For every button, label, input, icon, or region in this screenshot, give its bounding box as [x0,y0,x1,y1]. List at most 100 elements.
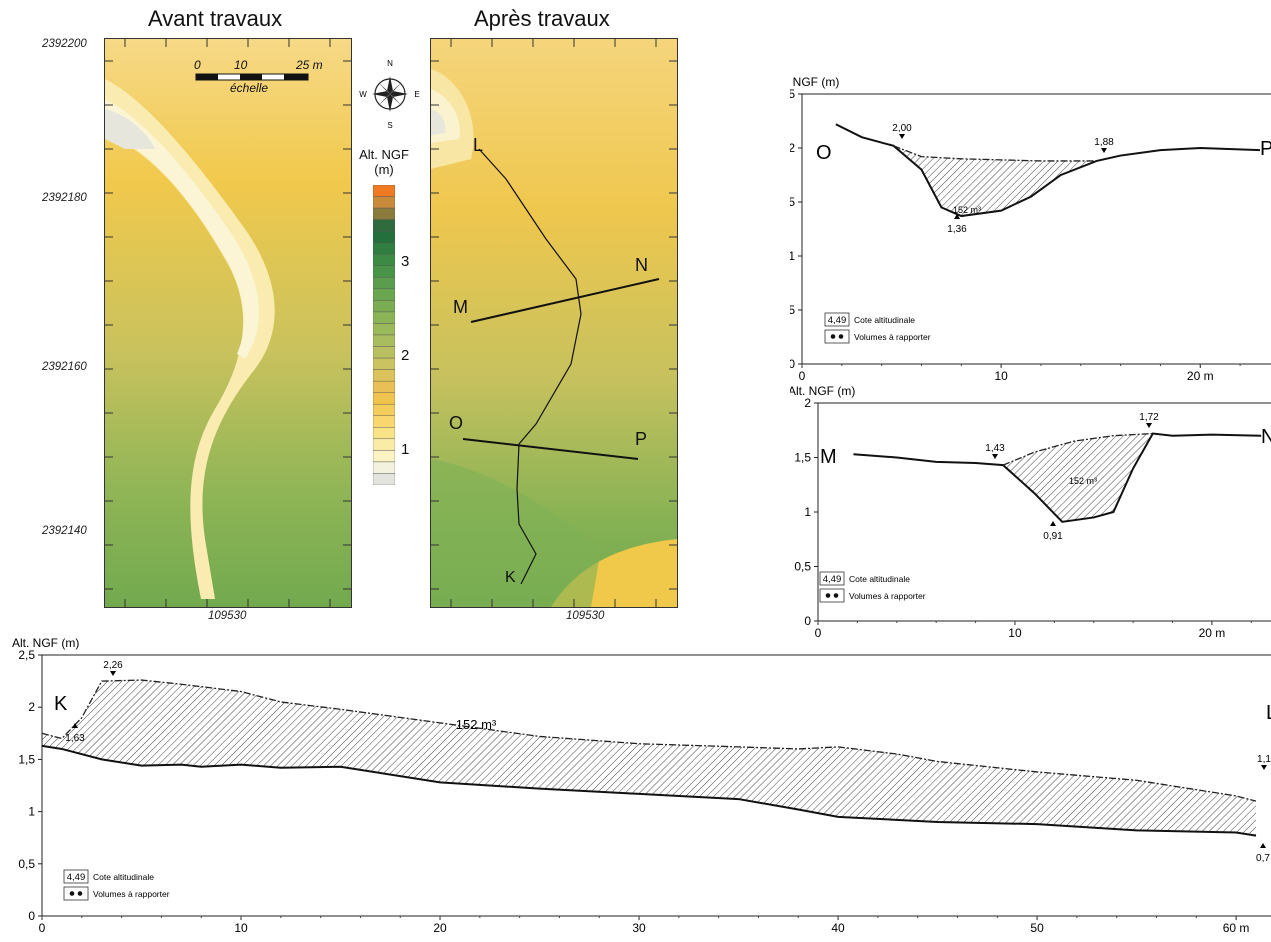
legend-dot-icon [825,593,831,598]
legend-volume-label: Volumes à rapporter [854,332,931,342]
x-tick-label: 10 [994,369,1008,383]
elevation-annotation: 0,91 [1043,531,1063,542]
colorbar-swatch [372,207,396,220]
profile-y-axis-label: Alt. NGF (m) [790,75,839,89]
colorbar-swatch [372,415,396,428]
colorbar-swatch [372,334,396,347]
elevation-annotation: 1,36 [947,224,967,235]
colorbar-swatch [372,369,396,382]
annotation-arrow-icon [899,134,905,139]
x-tick-label: 0 [799,369,806,383]
section-point-K: K [505,569,516,586]
scale-caption: échelle [230,81,269,95]
svg-text:S: S [387,121,392,130]
colorbar-swatch [372,300,396,313]
colorbar-swatch [372,230,396,243]
colorbar-title: Alt. NGF (m) [359,147,409,177]
legend-dot-icon [833,593,839,598]
before-map-x-tick: 109530 [208,610,247,622]
colorbar-swatch [372,311,396,324]
after-map-title: Après travaux [474,6,610,31]
y-tick-label: 0,5 [794,560,811,574]
x-tick-label: 40 [831,921,845,935]
legend-cote-value: 4,49 [823,574,842,585]
section-point-L: L [473,135,484,155]
x-tick-label: 30 [632,921,646,935]
map-y-tick: 2392200 [42,38,87,50]
elevation-annotation: 1,88 [1094,137,1114,148]
before-map-terrain [105,39,351,607]
elevation-annotation: 1,72 [1139,412,1159,423]
y-tick-label: 0 [790,357,795,371]
legend-cote-box [63,869,89,884]
volume-hatch-area [42,680,1256,836]
y-tick-label: 0,5 [790,303,795,317]
elevation-annotation: 1,63 [65,733,85,744]
y-tick-label: 1,5 [790,195,795,209]
annotation-arrow-icon [1261,765,1267,770]
y-tick-label: 0 [804,614,811,628]
map-y-tick: 2392140 [42,525,87,537]
y-tick-label: 0,5 [18,857,35,871]
volume-label: 152 m³ [456,717,497,732]
profile-start-label: O [816,142,832,164]
colorbar-swatch [372,346,396,359]
svg-text:E: E [414,90,419,99]
compass-rose-icon: N S W E [358,56,422,130]
volume-hatch-area [893,145,1097,217]
y-tick-label: 0 [28,909,35,923]
elevation-annotation: 1,43 [985,443,1005,454]
annotation-arrow-icon [992,454,998,459]
colorbar-swatch [372,473,396,486]
legend-cote-value: 4,49 [67,872,86,883]
profile-start-label: K [54,693,68,715]
colorbar-swatch [372,392,396,405]
map-y-tick: 2392160 [42,361,87,373]
legend-cote-box [819,571,845,586]
colorbar-swatch [372,277,396,290]
annotation-arrow-icon [72,723,78,728]
ground-profile-line [41,744,1257,837]
x-tick-label: 0 [815,626,822,640]
legend-volume-label: Volumes à rapporter [93,889,170,899]
target-profile-line [41,679,1257,802]
section-point-P: P [635,429,648,449]
before-map-title: Avant travaux [148,6,283,31]
annotation-arrow-icon [1050,521,1056,526]
colorbar-swatch [372,184,396,197]
elevation-annotation: 1,1 [1257,754,1271,765]
map-y-tick: 2392180 [42,192,87,204]
y-tick-label: 2 [28,700,35,714]
colorbar-swatch [372,357,396,370]
colorbar-swatch [372,380,396,393]
legend-cote-box [824,312,850,327]
ground-profile-line [835,123,1261,218]
colorbar-swatch [372,196,396,209]
colorbar-swatch [372,288,396,301]
section-point-O: O [449,413,464,433]
x-tick-label: 20 [433,921,447,935]
legend-dot-icon [77,891,83,896]
scale-label-0: 0 [194,58,201,72]
section-point-N: N [635,255,648,275]
volume-label: 152 m³ [953,205,981,215]
elevation-annotation: 0,7 [1256,853,1270,864]
legend-dot-icon [830,334,836,339]
colorbar-swatch [372,254,396,266]
annotation-arrow-icon [1146,423,1152,428]
section-point-M: M [453,297,468,317]
legend-volume-label: Volumes à rapporter [849,591,926,601]
y-tick-label: 1,5 [794,451,811,465]
x-tick-label: 10 [234,921,248,935]
colorbar-swatch [372,404,396,416]
colorbar-label-1: 1 [401,441,410,458]
profile-end-label: N [1261,426,1271,448]
after-map-x-tick: 109530 [566,610,605,622]
legend-cote-label: Cote altitudinale [854,315,915,325]
x-tick-label: 60 m [1223,921,1250,935]
profile-end-label: L [1266,702,1271,724]
scale-label-25: 25 m [296,58,323,72]
legend-cote-value: 4,49 [828,315,847,326]
ground-profile-line [853,432,1262,523]
elevation-annotation: 2,00 [892,123,912,134]
